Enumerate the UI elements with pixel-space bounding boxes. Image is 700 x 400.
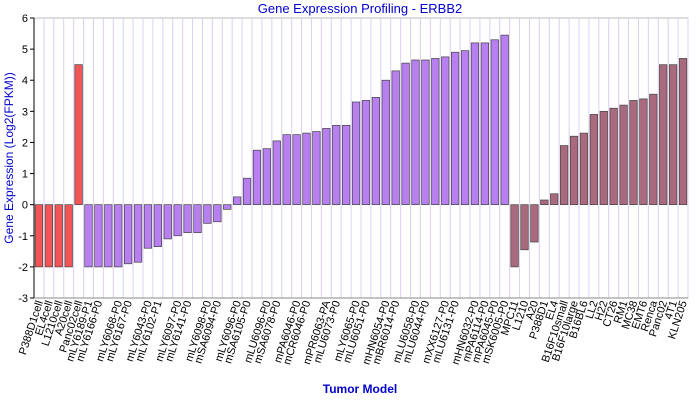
- bar: [669, 64, 678, 206]
- bar: [332, 124, 341, 206]
- bar: [64, 204, 73, 268]
- bar: [678, 58, 688, 206]
- y-tick-label: 1: [22, 169, 28, 181]
- bar: [183, 204, 192, 234]
- bar: [589, 114, 598, 206]
- y-tick-label: -1: [18, 231, 28, 243]
- bar: [272, 140, 281, 206]
- bar: [322, 128, 331, 206]
- bar: [34, 204, 44, 268]
- bar: [649, 93, 658, 206]
- y-tick-label: -3: [18, 293, 28, 305]
- x-tick-label: H22: [593, 299, 611, 322]
- bar: [520, 204, 529, 251]
- bar: [490, 39, 499, 206]
- bar: [371, 96, 380, 206]
- bar: [421, 59, 430, 206]
- bar: [659, 64, 668, 206]
- bar: [540, 199, 549, 206]
- bar: [530, 204, 539, 243]
- x-axis-label: Tumor Model: [323, 382, 397, 396]
- bar: [441, 56, 450, 206]
- bar: [312, 131, 321, 206]
- bar: [124, 204, 133, 265]
- bar: [292, 134, 301, 206]
- bar: [351, 101, 361, 206]
- bar: [94, 204, 103, 268]
- bar: [500, 34, 509, 206]
- bar: [193, 204, 202, 234]
- bar: [223, 204, 232, 210]
- y-tick-label: 5: [22, 44, 28, 56]
- bar: [431, 58, 440, 206]
- y-tick-label: 0: [22, 200, 28, 212]
- bar: [114, 204, 123, 268]
- bar: [302, 132, 311, 206]
- bar: [550, 193, 559, 206]
- bar: [133, 204, 143, 263]
- bar: [84, 204, 93, 268]
- y-tick-label: -2: [18, 262, 28, 274]
- bar: [163, 204, 172, 240]
- bar: [560, 145, 569, 206]
- bar: [411, 59, 420, 206]
- chart-title: Gene Expression Profiling - ERBB2: [258, 1, 462, 16]
- bar: [74, 64, 83, 206]
- bar: [54, 204, 63, 268]
- bar: [480, 42, 489, 206]
- bar: [143, 204, 153, 249]
- bar: [579, 132, 589, 206]
- x-tick-label: 4T1: [663, 299, 680, 321]
- y-tick-label: 4: [22, 75, 28, 87]
- bar: [44, 204, 53, 268]
- bar: [153, 204, 162, 248]
- y-tick-label: 2: [22, 137, 28, 149]
- bar: [510, 204, 519, 268]
- y-tick-label: 6: [22, 13, 28, 25]
- bar: [470, 42, 480, 206]
- bar: [282, 134, 291, 206]
- bar: [619, 104, 628, 206]
- bar: [639, 98, 648, 206]
- bar: [381, 79, 390, 206]
- bar: [104, 204, 113, 268]
- bar: [629, 100, 638, 206]
- bar: [599, 110, 608, 206]
- bar: [342, 124, 351, 206]
- bar: [213, 204, 222, 223]
- bar: [609, 107, 618, 206]
- bar: [242, 177, 252, 206]
- bar: [401, 62, 410, 206]
- bar: [252, 149, 262, 206]
- y-tick-label: 3: [22, 106, 28, 118]
- bar: [262, 148, 271, 206]
- x-tick-label: EL4: [544, 299, 561, 321]
- x-tick-label: LL2: [584, 299, 601, 320]
- bar: [451, 51, 460, 206]
- bar: [391, 70, 400, 206]
- bar: [460, 50, 470, 206]
- bar: [361, 100, 371, 206]
- bar: [569, 135, 579, 206]
- bar: [173, 204, 182, 237]
- bar: [233, 196, 242, 206]
- y-axis-label: Gene Expression (Log2(FPKM)): [2, 72, 16, 243]
- bar: [203, 204, 212, 224]
- x-tick-label: A20: [524, 299, 541, 321]
